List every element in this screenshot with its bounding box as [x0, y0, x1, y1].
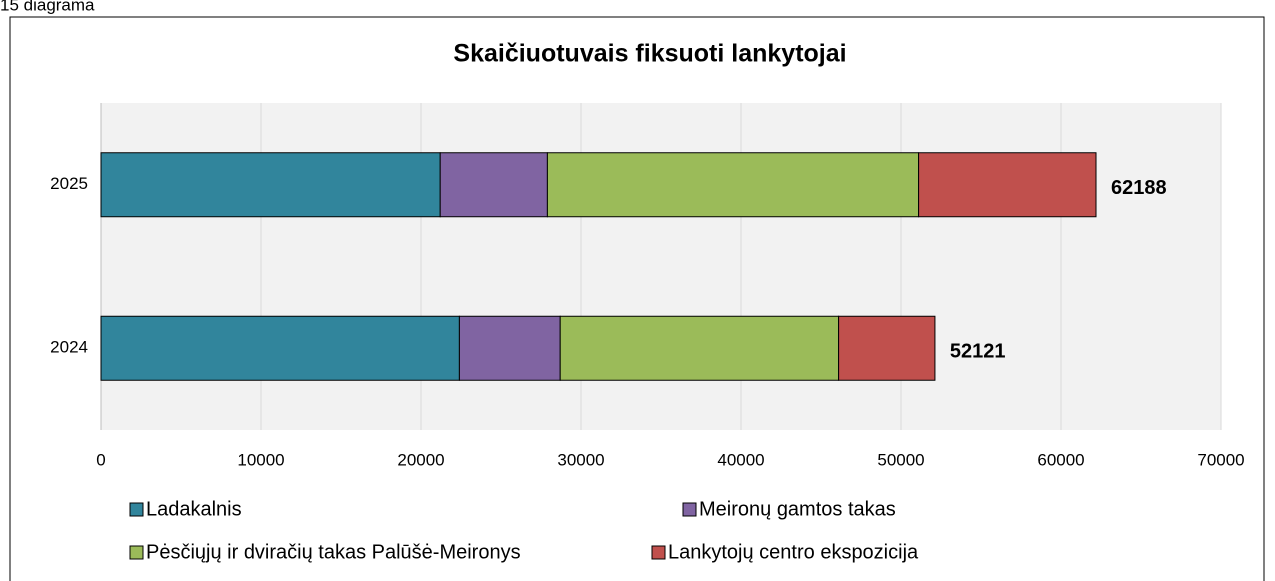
legend-swatch	[651, 545, 666, 560]
bar-segment	[458, 315, 561, 381]
bar-segment	[439, 152, 548, 218]
bar-segment	[838, 315, 936, 381]
y-tick-label: 2025	[50, 174, 88, 193]
bar-segment	[100, 315, 460, 381]
total-label: 62188	[1111, 177, 1167, 199]
x-tick-label: 40000	[717, 450, 764, 469]
chart-title: Skaičiuotuvais fiksuoti lankytojai	[453, 40, 846, 68]
x-tick-label: 0	[96, 450, 105, 469]
bar-segment	[918, 152, 1097, 218]
legend-label: Meironų gamtos takas	[699, 498, 896, 520]
x-tick-label: 50000	[877, 450, 924, 469]
plot-area	[101, 103, 1221, 430]
x-tick-label: 30000	[557, 450, 604, 469]
legend-label: Ladakalnis	[146, 498, 242, 520]
x-tick-label: 20000	[397, 450, 444, 469]
bar-segment	[100, 152, 441, 218]
total-label: 52121	[950, 341, 1006, 363]
legend-label: Lankytojų centro ekspozicija	[668, 541, 919, 563]
x-tick-label: 70000	[1197, 450, 1244, 469]
y-tick-label: 2024	[50, 338, 88, 357]
bar-segment	[546, 152, 920, 218]
x-tick-label: 60000	[1037, 450, 1084, 469]
bar-segment	[559, 315, 840, 381]
legend-swatch	[129, 545, 144, 560]
legend-swatch	[129, 502, 144, 517]
caption: 15 diagrama	[0, 0, 95, 14]
legend-swatch	[682, 502, 697, 517]
legend-label: Pėsčiųjų ir dviračių takas Palūšė-Meiron…	[146, 541, 521, 563]
x-tick-label: 10000	[237, 450, 284, 469]
